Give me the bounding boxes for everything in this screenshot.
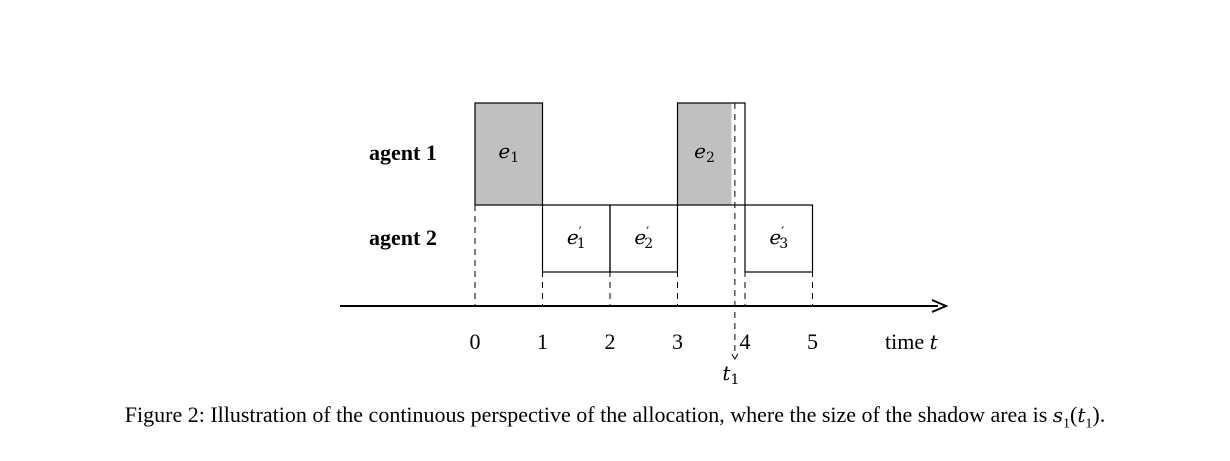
axis-label: time t	[885, 329, 939, 354]
agent1-block-shade-1	[475, 103, 543, 205]
tick-label-4: 4	[740, 329, 751, 354]
agent1-block-label-1: e1	[498, 139, 519, 166]
figure-caption: Figure 2: Illustration of the continuous…	[124, 402, 1106, 432]
tick-label-3: 3	[672, 329, 683, 354]
agent2-block-label-2: e′ 2	[634, 225, 653, 252]
tick-label-2: 2	[605, 329, 616, 354]
agent1-block-2	[676, 102, 746, 206]
tick-label-0: 0	[470, 329, 481, 354]
t1-marker: t1	[722, 353, 739, 388]
task-blocks: e1 e2 e′ 1 e′ 2 e′ 3	[474, 102, 814, 273]
axis-tick-labels: 0 1 2 3 4 5	[470, 329, 819, 354]
agent2-block-label-3: e′ 3	[769, 225, 788, 252]
agent1-block-label-2: e2	[694, 139, 715, 166]
row-label-agent-2: agent 2	[369, 225, 437, 250]
agent1-block-1	[474, 102, 544, 206]
agent1-block-shade-2	[677, 103, 732, 205]
tick-label-1: 1	[537, 329, 548, 354]
time-axis-arrowhead	[931, 299, 949, 313]
marker-label: t1	[722, 361, 739, 388]
tick-label-5: 5	[807, 329, 818, 354]
agent2-block-label-1: e′ 1	[567, 225, 586, 252]
dashed-guides	[474, 103, 813, 355]
marker-arrowhead	[731, 353, 739, 360]
row-label-agent-1: agent 1	[369, 140, 437, 165]
